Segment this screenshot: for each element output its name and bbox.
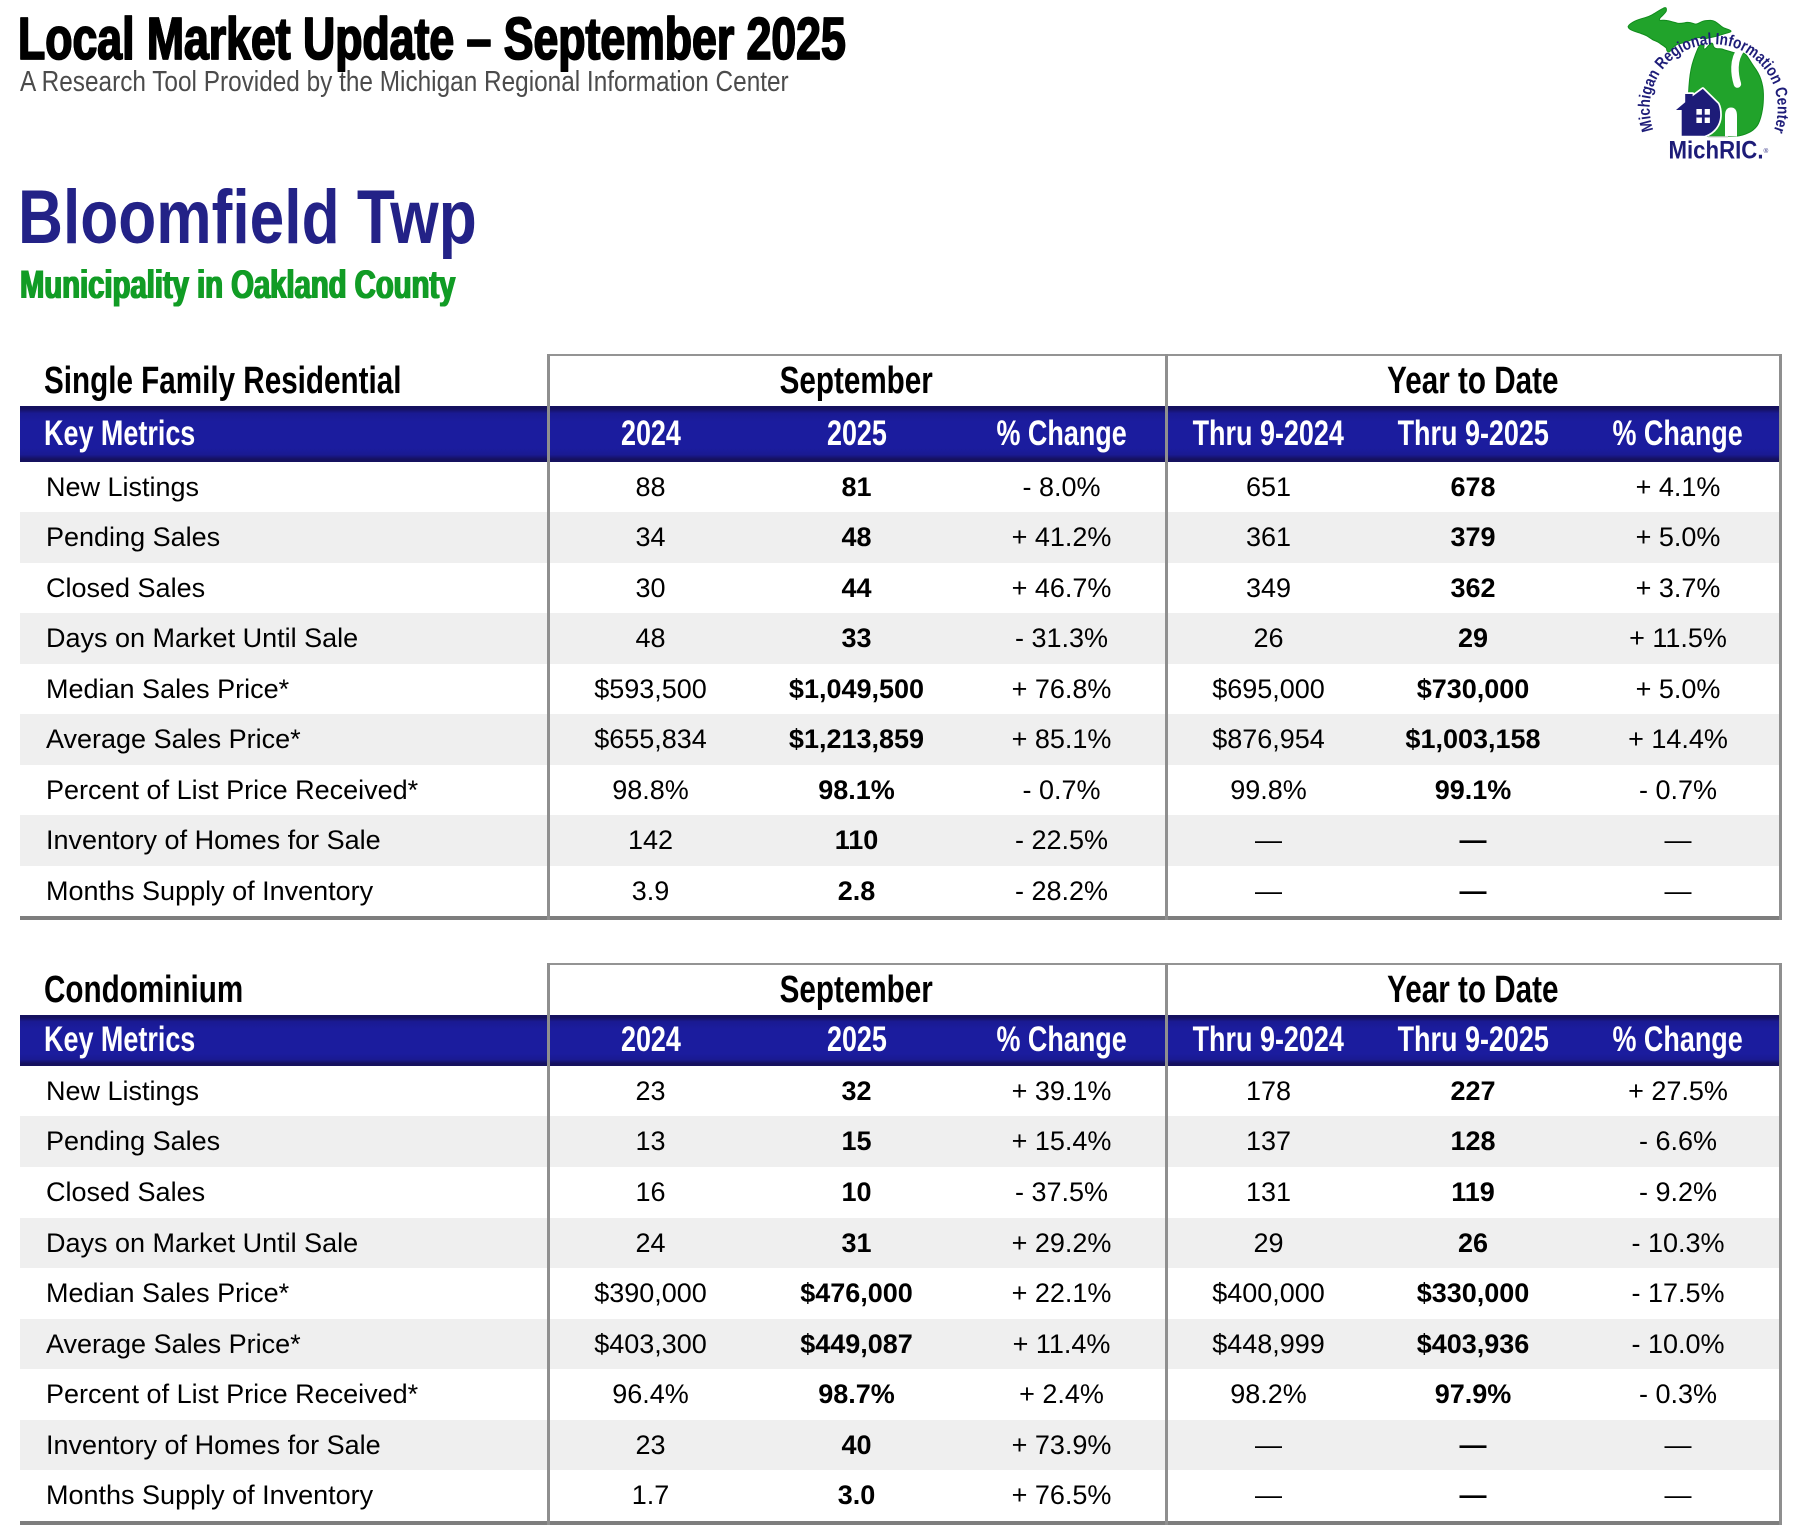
svg-text:®: ®	[1764, 147, 1769, 155]
svg-text:MichRIC.: MichRIC.	[1669, 137, 1764, 165]
